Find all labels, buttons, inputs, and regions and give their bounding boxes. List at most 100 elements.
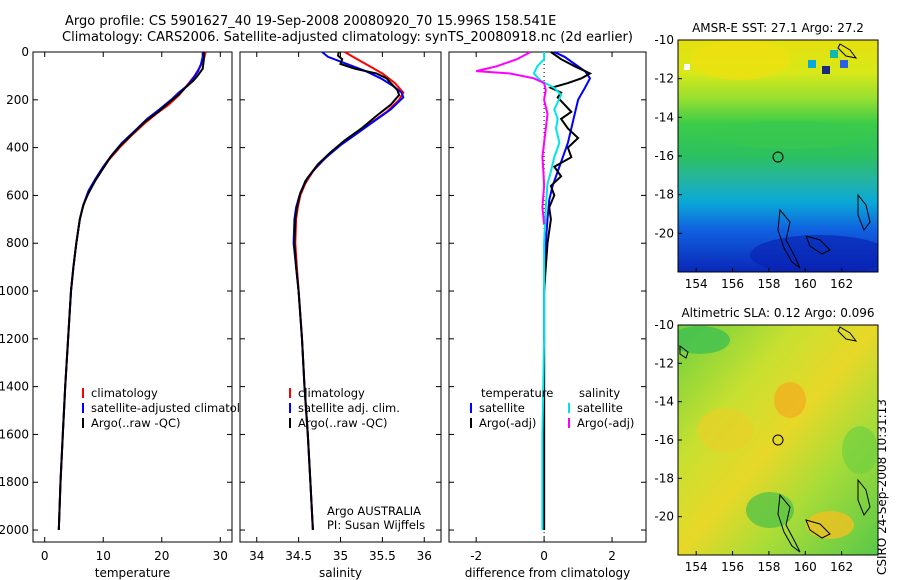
series-line bbox=[532, 52, 563, 530]
sst-missing-cell bbox=[830, 50, 838, 58]
sla-coastline bbox=[837, 326, 858, 342]
x-tick-label: 162 bbox=[830, 560, 853, 574]
series-line bbox=[543, 51, 593, 530]
sla-low-patch bbox=[678, 326, 730, 354]
salinity-panel: 34 34.5 35 35.5 36 salinity climatologysatelli… bbox=[239, 51, 442, 580]
legend-entry: Argo(-adj) bbox=[479, 416, 536, 430]
sla-coastline bbox=[679, 345, 689, 359]
x-axis-label: difference from climatology bbox=[465, 566, 631, 580]
temperature-panel: 0 10 20 30 0 200 400 600 800 1000 1200 1400 1600 1800… bbox=[0, 45, 261, 580]
sla-low-patch bbox=[746, 492, 794, 528]
sst-warm-patch bbox=[690, 40, 790, 80]
x-tick-label: 154 bbox=[685, 560, 708, 574]
legend-entry: satellite adj. clim. bbox=[298, 401, 400, 415]
y-tick-label: 600 bbox=[6, 188, 29, 202]
x-axis-label: temperature bbox=[95, 566, 170, 580]
map-title: Altimetric SLA: 0.12 Argo: 0.096 bbox=[681, 306, 874, 320]
y-tick-label: -14 bbox=[654, 110, 674, 124]
y-tick-label: -10 bbox=[654, 33, 674, 47]
sst-coastline bbox=[777, 208, 801, 269]
x-tick-label: 154 bbox=[685, 277, 708, 291]
y-tick-label: 1800 bbox=[0, 475, 29, 489]
sst-coastline bbox=[857, 193, 871, 232]
x-tick-label: 0 bbox=[540, 549, 548, 563]
x-tick-label: -2 bbox=[470, 549, 482, 563]
y-tick-label: -16 bbox=[654, 149, 674, 163]
legend-entry: Argo(..raw -QC) bbox=[91, 416, 181, 430]
sla-low-patch bbox=[842, 426, 878, 474]
legend-entry: Argo(..raw -QC) bbox=[298, 416, 388, 430]
sla-coastline bbox=[777, 493, 801, 553]
sst-missing-cell bbox=[822, 66, 830, 74]
x-tick-label: 34.5 bbox=[285, 549, 312, 563]
sst-missing-cell bbox=[808, 60, 816, 68]
sla-coastline bbox=[857, 478, 871, 517]
sla-high-patch bbox=[806, 511, 854, 539]
x-tick-label: 20 bbox=[154, 549, 169, 563]
x-tick-label: 0 bbox=[41, 549, 49, 563]
annotation-text: Argo AUSTRALIA bbox=[327, 504, 421, 518]
y-tick-label: -20 bbox=[654, 510, 674, 524]
sst-argo-marker bbox=[772, 151, 784, 163]
legend-header: temperature bbox=[481, 386, 553, 400]
legend-entry: satellite-adjusted climatology bbox=[91, 401, 261, 415]
legend-entry: satellite bbox=[577, 401, 623, 415]
y-tick-label: 400 bbox=[6, 141, 29, 155]
y-tick-label: 0 bbox=[21, 45, 29, 59]
x-tick-label: 10 bbox=[96, 549, 111, 563]
y-tick-label: -14 bbox=[654, 395, 674, 409]
y-tick-label: 1600 bbox=[0, 427, 29, 441]
figure-title-line2: Climatology: CARS2006. Satellite-adjuste… bbox=[62, 30, 633, 45]
sst-cool-patch bbox=[750, 235, 878, 272]
sst-green-band bbox=[710, 121, 870, 149]
x-tick-label: 36 bbox=[417, 549, 432, 563]
sla-argo-marker bbox=[772, 434, 784, 446]
sla-coastline bbox=[805, 519, 831, 539]
sst-map-panel: AMSR-E SST: 27.1 Argo: 27.2 154 156 158 160 1… bbox=[654, 21, 879, 291]
y-tick-label: -12 bbox=[654, 356, 674, 370]
series-line bbox=[475, 51, 549, 225]
y-tick-label: -10 bbox=[654, 318, 674, 332]
sla-high-patch bbox=[774, 382, 806, 418]
legend-entry: climatology bbox=[298, 386, 365, 400]
difference-axes-box bbox=[448, 51, 647, 543]
salinity-axes-box bbox=[239, 51, 442, 543]
y-tick-label: -12 bbox=[654, 72, 674, 86]
y-tick-label: -18 bbox=[654, 471, 674, 485]
x-axis-label: salinity bbox=[319, 566, 362, 580]
y-tick-label: -20 bbox=[654, 226, 674, 240]
legend-entry: Argo(-adj) bbox=[577, 416, 634, 430]
figure-title-line1: Argo profile: CS 5901627_40 19-Sep-2008 … bbox=[65, 14, 557, 29]
sst-missing-cell bbox=[684, 64, 690, 70]
sst-coastline bbox=[837, 43, 858, 59]
sla-map-panel: Altimetric SLA: 0.12 Argo: 0.096 154 156 15… bbox=[654, 306, 879, 574]
y-tick-label: -18 bbox=[654, 188, 674, 202]
sst-field bbox=[678, 40, 878, 272]
y-tick-label: 1000 bbox=[0, 284, 29, 298]
y-tick-label: 2000 bbox=[0, 523, 29, 537]
sst-missing-cell bbox=[840, 60, 848, 68]
x-tick-label: 158 bbox=[757, 277, 780, 291]
sst-coastline bbox=[805, 235, 831, 255]
map-title: AMSR-E SST: 27.1 Argo: 27.2 bbox=[692, 21, 864, 35]
legend-header: salinity bbox=[579, 386, 620, 400]
x-tick-label: 160 bbox=[794, 277, 817, 291]
y-tick-label: 800 bbox=[6, 236, 29, 250]
x-tick-label: 30 bbox=[213, 549, 228, 563]
temperature-axes-box bbox=[32, 51, 233, 543]
series-line bbox=[57, 52, 205, 531]
x-tick-label: 156 bbox=[721, 560, 744, 574]
x-tick-label: 158 bbox=[757, 560, 780, 574]
difference-panel: -2 0 2 difference from climatology temperatu… bbox=[448, 51, 647, 580]
y-tick-label: 200 bbox=[6, 93, 29, 107]
legend-entry: climatology bbox=[91, 386, 158, 400]
sla-high-patch bbox=[697, 408, 753, 452]
annotation-text: PI: Susan Wijffels bbox=[327, 518, 425, 532]
x-tick-label: 35.5 bbox=[369, 549, 396, 563]
x-tick-label: 156 bbox=[721, 277, 744, 291]
x-tick-label: 162 bbox=[830, 277, 853, 291]
x-tick-label: 2 bbox=[608, 549, 616, 563]
y-tick-label: -16 bbox=[654, 433, 674, 447]
y-tick-label: 1200 bbox=[0, 332, 29, 346]
